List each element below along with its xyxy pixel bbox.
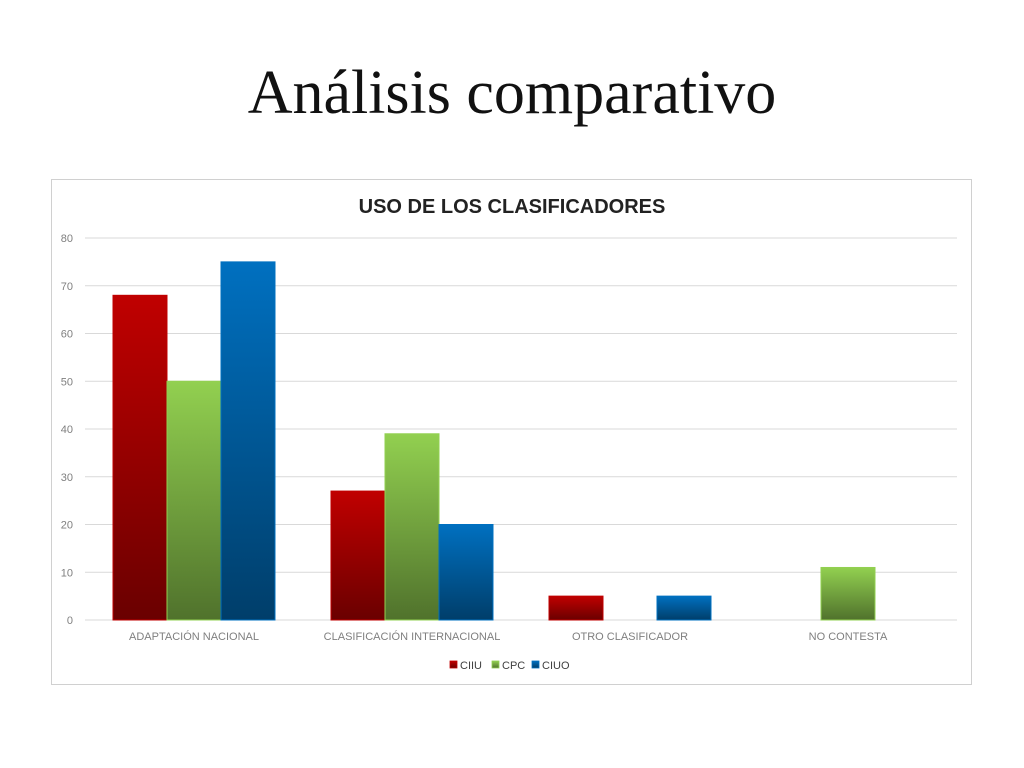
bar-ciiu [548,595,604,621]
legend-swatch-ciiu [449,660,458,669]
bar-ciiu [112,294,168,621]
y-axis-ticks: 0 10 20 30 40 50 60 70 80 [61,233,73,627]
y-tick-label: 80 [61,233,73,245]
y-tick-label: 0 [67,615,73,627]
bar-ciuo [656,595,712,621]
legend: CIIU CPC CIUO [449,660,570,672]
legend-swatch-cpc [491,660,500,669]
y-tick-label: 70 [61,281,73,293]
x-axis-categories: ADAPTACIÓN NACIONAL CLASIFICACIÓN INTERNA… [129,630,888,643]
legend-label-ciuo: CIUO [542,660,570,672]
legend-label-ciiu: CIIU [460,660,482,672]
bar-ciuo [438,524,494,621]
y-tick-label: 10 [61,567,73,579]
x-category-label: ADAPTACIÓN NACIONAL [129,630,259,643]
bar-cpc [384,433,440,621]
bars [112,261,876,621]
x-category-label: OTRO CLASIFICADOR [572,631,688,643]
x-category-label: CLASIFICACIÓN INTERNACIONAL [324,630,501,643]
bar-ciuo [220,261,276,621]
y-tick-label: 30 [61,472,73,484]
x-category-label: NO CONTESTA [809,631,888,643]
bar-ciiu [330,490,386,621]
y-tick-label: 20 [61,520,73,532]
y-tick-label: 50 [61,376,73,388]
y-tick-label: 60 [61,329,73,341]
bar-cpc [820,566,876,621]
chart-title: USO DE LOS CLASIFICADORES [358,196,666,218]
slide-title: Análisis comparativo [247,59,777,127]
bar-cpc [166,380,222,621]
legend-swatch-ciuo [531,660,540,669]
legend-label-cpc: CPC [502,660,525,672]
y-tick-label: 40 [61,424,73,436]
